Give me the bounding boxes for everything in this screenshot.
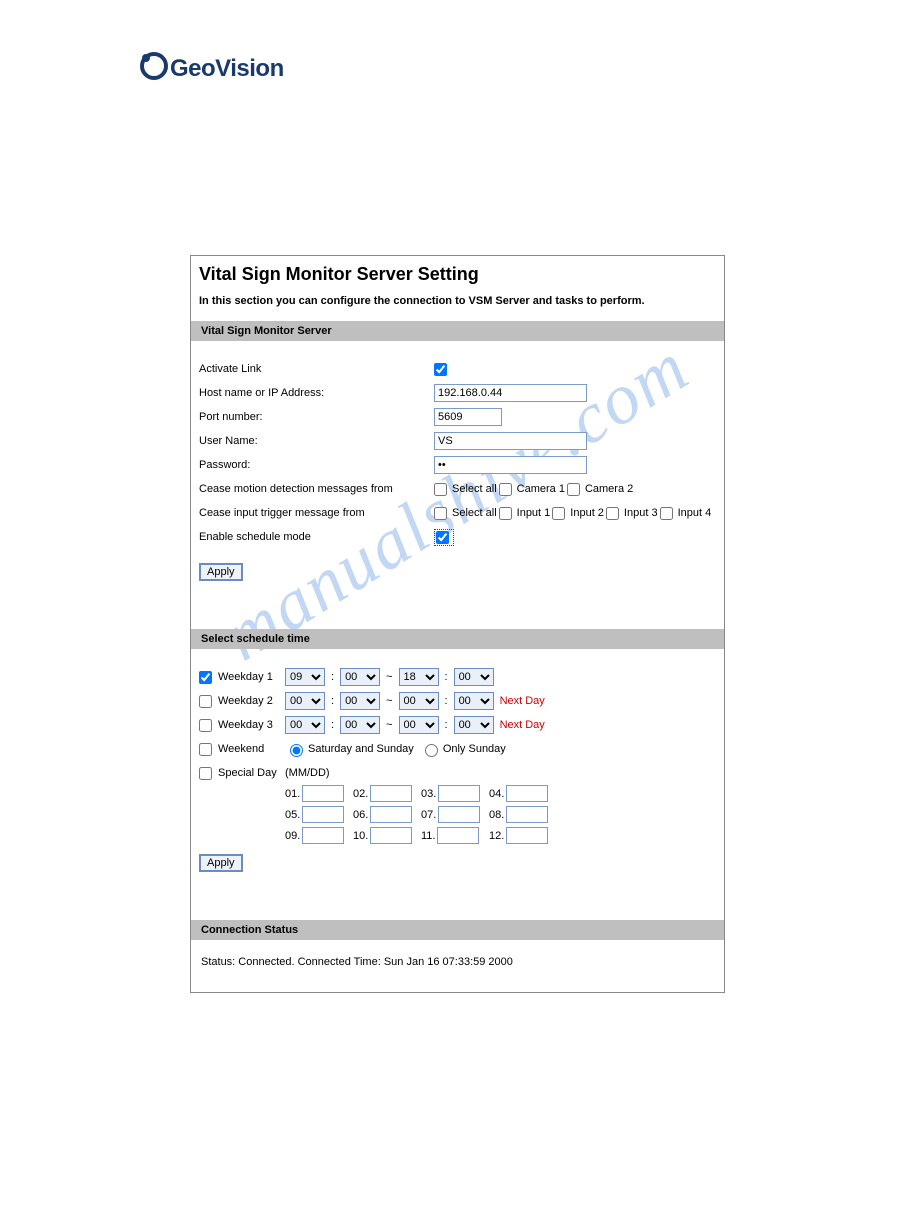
host-input[interactable] (434, 384, 587, 402)
server-section: Activate Link Host name or IP Address: P… (191, 341, 724, 599)
cease-input-4[interactable]: Input 4 (660, 507, 712, 520)
weekday3-checkbox[interactable] (199, 719, 212, 732)
port-label: Port number: (199, 411, 434, 423)
port-input[interactable] (434, 408, 502, 426)
weekend-opt-satSun[interactable]: Saturday and Sunday (285, 741, 414, 757)
activate-link-checkbox[interactable] (434, 363, 447, 376)
apply-schedule-button[interactable]: Apply (199, 854, 243, 872)
brand-logo: GeoVision (140, 48, 284, 83)
specialday-checkbox[interactable] (199, 767, 212, 780)
weekday3-m1[interactable]: 00 (340, 716, 380, 734)
page-title: Vital Sign Monitor Server Setting (199, 264, 716, 285)
weekday2-m1[interactable]: 00 (340, 692, 380, 710)
cease-input-2[interactable]: Input 2 (552, 507, 604, 520)
cease-motion-camera1[interactable]: Camera 1 (499, 483, 565, 496)
cease-motion-camera1-checkbox[interactable] (499, 483, 512, 496)
special-04-input[interactable] (506, 785, 548, 802)
weekend-checkbox[interactable] (199, 743, 212, 756)
weekend-radio-onlySun[interactable] (425, 744, 438, 757)
cease-input-selectall-checkbox[interactable] (434, 507, 447, 520)
enable-schedule-label: Enable schedule mode (199, 531, 434, 543)
weekend-radio-satSun[interactable] (290, 744, 303, 757)
weekday1-h2[interactable]: 18 (399, 668, 439, 686)
schedule-row-weekday2: Weekday 2 00: 00~ 00: 00 Next Day (199, 689, 716, 713)
schedule-row-weekday3: Weekday 3 00: 00~ 00: 00 Next Day (199, 713, 716, 737)
weekday3-nextday: Next Day (500, 719, 545, 731)
section-head-status: Connection Status (191, 920, 724, 940)
special-09-input[interactable] (302, 827, 344, 844)
user-input[interactable] (434, 432, 587, 450)
special-07-input[interactable] (438, 806, 480, 823)
cease-motion-label: Cease motion detection messages from (199, 483, 434, 495)
weekday3-h2[interactable]: 00 (399, 716, 439, 734)
intro-text: In this section you can configure the co… (199, 295, 716, 307)
special-02-input[interactable] (370, 785, 412, 802)
schedule-row-weekend: Weekend Saturday and Sunday Only Sunday (199, 737, 716, 761)
activate-link-label: Activate Link (199, 363, 434, 375)
special-06-input[interactable] (370, 806, 412, 823)
weekday1-m2[interactable]: 00 (454, 668, 494, 686)
weekday3-m2[interactable]: 00 (454, 716, 494, 734)
cease-input-2-checkbox[interactable] (552, 507, 565, 520)
password-label: Password: (199, 459, 434, 471)
special-11-input[interactable] (437, 827, 479, 844)
special-05-input[interactable] (302, 806, 344, 823)
cease-motion-selectall[interactable]: Select all (434, 483, 497, 496)
section-head-server: Vital Sign Monitor Server (191, 321, 724, 341)
weekday2-h1[interactable]: 00 (285, 692, 325, 710)
cease-input-4-checkbox[interactable] (660, 507, 673, 520)
weekday1-checkbox[interactable] (199, 671, 212, 684)
specialday-hint: (MM/DD) (285, 767, 330, 779)
section-head-schedule: Select schedule time (191, 629, 724, 649)
weekday2-checkbox[interactable] (199, 695, 212, 708)
user-label: User Name: (199, 435, 434, 447)
schedule-row-weekday1: Weekday 1 09: 00~ 18: 00 (199, 665, 716, 689)
weekday1-h1[interactable]: 09 (285, 668, 325, 686)
cease-motion-camera2-checkbox[interactable] (567, 483, 580, 496)
cease-input-selectall[interactable]: Select all (434, 507, 497, 520)
weekday3-h1[interactable]: 00 (285, 716, 325, 734)
host-label: Host name or IP Address: (199, 387, 434, 399)
weekday2-m2[interactable]: 00 (454, 692, 494, 710)
cease-motion-selectall-checkbox[interactable] (434, 483, 447, 496)
brand-name: GeoVision (170, 55, 284, 82)
specialday-grid: 01. 02. 03. 04. 05. 06. 07. 08. 09. 10. … (285, 785, 716, 844)
settings-panel: Vital Sign Monitor Server Setting In thi… (190, 255, 725, 993)
special-03-input[interactable] (438, 785, 480, 802)
cease-input-3-checkbox[interactable] (606, 507, 619, 520)
cease-input-1-checkbox[interactable] (499, 507, 512, 520)
special-01-input[interactable] (302, 785, 344, 802)
schedule-section: Weekday 1 09: 00~ 18: 00 Weekday 2 00: 0… (191, 649, 724, 890)
cease-input-label: Cease input trigger message from (199, 507, 434, 519)
weekend-opt-onlySun[interactable]: Only Sunday (420, 741, 506, 757)
logo-orb-icon (140, 52, 168, 80)
special-10-input[interactable] (370, 827, 412, 844)
cease-input-1[interactable]: Input 1 (499, 507, 551, 520)
special-08-input[interactable] (506, 806, 548, 823)
weekday2-h2[interactable]: 00 (399, 692, 439, 710)
apply-server-button[interactable]: Apply (199, 563, 243, 581)
weekday2-nextday: Next Day (500, 695, 545, 707)
password-input[interactable] (434, 456, 587, 474)
weekday1-m1[interactable]: 00 (340, 668, 380, 686)
status-text: Status: Connected. Connected Time: Sun J… (191, 940, 724, 992)
enable-schedule-checkbox[interactable] (436, 531, 449, 544)
schedule-row-special: Special Day (MM/DD) (199, 761, 716, 785)
special-12-input[interactable] (506, 827, 548, 844)
cease-motion-camera2[interactable]: Camera 2 (567, 483, 633, 496)
cease-input-3[interactable]: Input 3 (606, 507, 658, 520)
